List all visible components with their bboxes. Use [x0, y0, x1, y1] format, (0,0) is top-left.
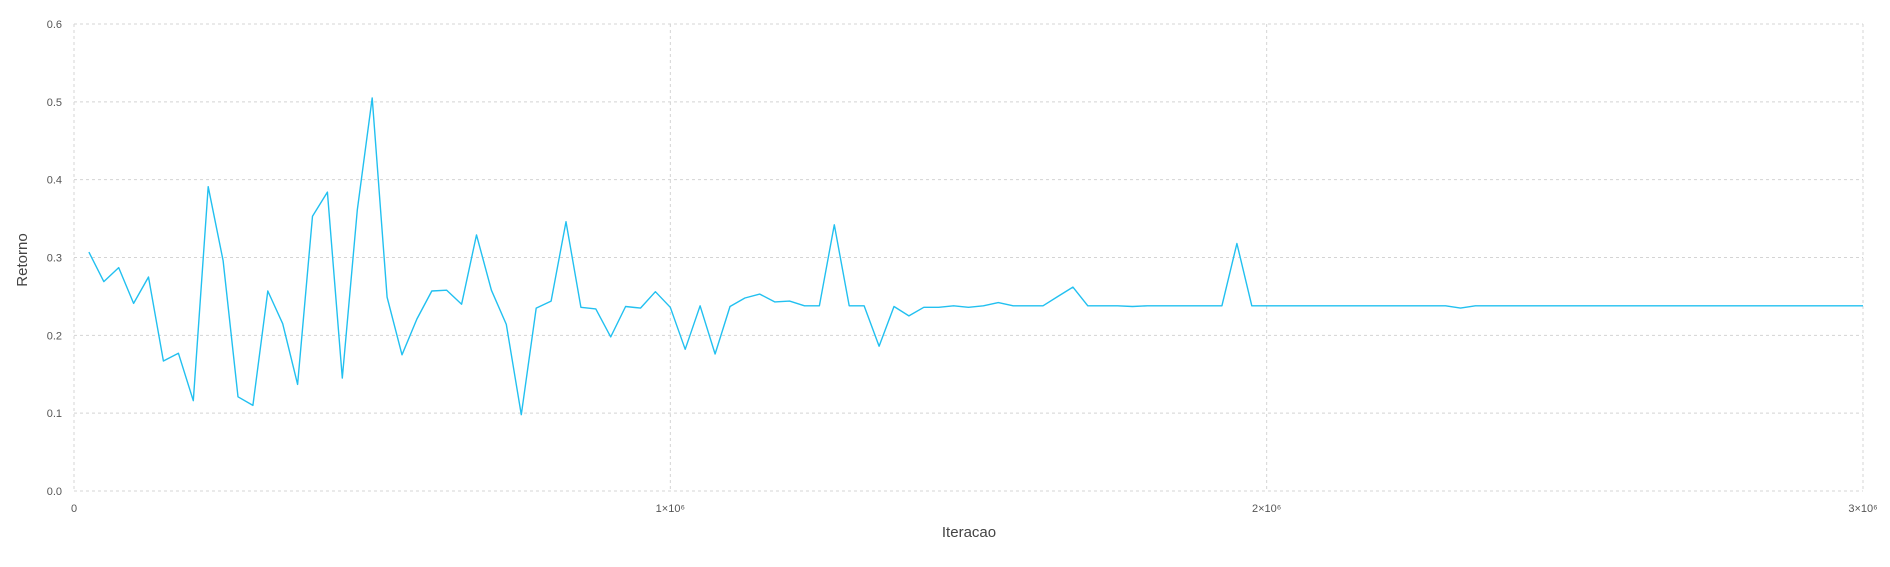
- series-line: [88, 97, 1863, 416]
- y-tick-label: 0.2: [47, 330, 62, 342]
- x-tick-label: 3×10⁶: [1848, 503, 1877, 515]
- y-axis-label: Retorno: [14, 233, 31, 286]
- y-tick-label: 0.0: [47, 486, 62, 498]
- series-group: [88, 97, 1863, 416]
- horizontal-gridlines: [74, 23, 1863, 492]
- y-tick-label: 0.1: [47, 408, 62, 420]
- x-tick-label: 2×10⁶: [1252, 503, 1281, 515]
- y-axis-ticks: 0.0 0.1 0.2 0.3 0.4 0.5 0.6: [47, 19, 62, 498]
- x-axis-label: Iteracao: [942, 524, 996, 541]
- x-tick-label: 0: [71, 503, 77, 515]
- y-tick-label: 0.3: [47, 253, 62, 265]
- y-tick-label: 0.6: [47, 19, 62, 31]
- y-tick-label: 0.5: [47, 97, 62, 109]
- y-tick-label: 0.4: [47, 175, 62, 187]
- x-axis-ticks: 0 1×10⁶ 2×10⁶ 3×10⁶: [71, 503, 1878, 515]
- x-tick-label: 1×10⁶: [656, 503, 685, 515]
